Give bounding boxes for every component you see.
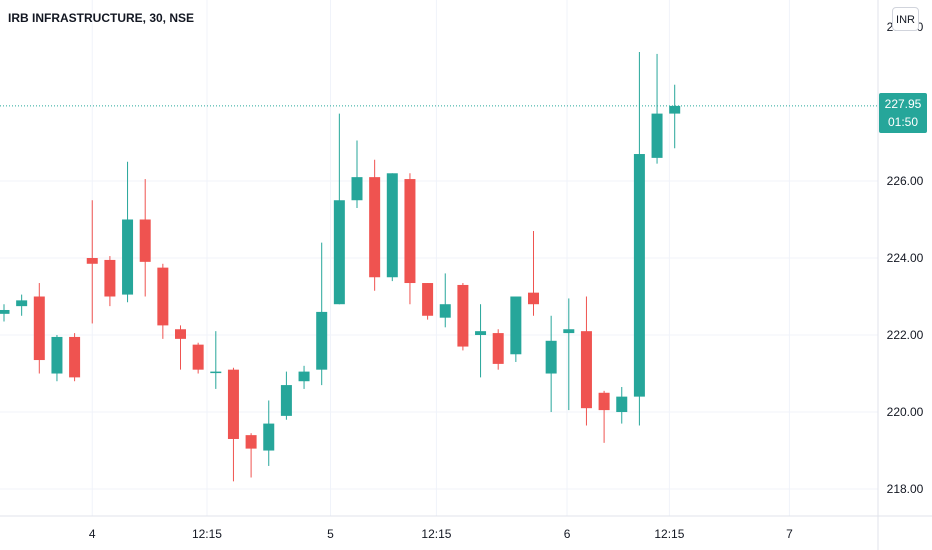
- candle-body: [33, 296, 45, 361]
- candle-body: [457, 284, 469, 347]
- candle-up: [386, 173, 398, 282]
- candle-down: [227, 367, 239, 482]
- candle-up: [563, 298, 575, 411]
- candle-body: [404, 179, 416, 284]
- chart-title: IRB INFRASTRUCTURE, 30, NSE: [8, 11, 195, 25]
- y-tick-label: 226.00: [887, 174, 924, 188]
- x-tick-label: 12:15: [421, 527, 451, 541]
- candles: [0, 51, 681, 482]
- candle-body: [139, 219, 151, 262]
- candle-down: [404, 173, 416, 305]
- time-axis[interactable]: 4 12:15 5 12:15 6 12:15 7: [0, 515, 932, 541]
- candle-body: [157, 267, 169, 326]
- candle-down: [33, 283, 45, 374]
- candle-body: [16, 300, 28, 307]
- candle-body: [386, 173, 398, 278]
- bar-countdown: 01:50: [887, 115, 919, 129]
- candle-body: [439, 304, 451, 318]
- candle-up: [545, 315, 557, 413]
- candle-body: [333, 200, 345, 305]
- candle-body: [122, 219, 134, 295]
- candle-down: [422, 283, 434, 320]
- candle-body: [86, 258, 98, 264]
- candle-down: [457, 283, 469, 351]
- candle-up: [16, 294, 28, 316]
- candle-body: [510, 296, 522, 355]
- candle-down: [492, 329, 504, 370]
- x-tick-label: 12:15: [654, 527, 684, 541]
- candle-up: [51, 335, 63, 382]
- candle-down: [175, 325, 186, 370]
- candle-body: [633, 154, 645, 397]
- candle-body: [651, 113, 663, 158]
- candle-up: [122, 161, 134, 303]
- y-tick-label: 218.00: [887, 482, 924, 496]
- candle-up: [280, 371, 292, 420]
- candle-up: [475, 304, 487, 378]
- candle-up: [351, 140, 363, 208]
- candle-up: [210, 331, 222, 389]
- y-tick-label: 222.00: [887, 328, 924, 342]
- x-tick-label: 4: [89, 527, 96, 541]
- x-tick-label: 7: [786, 527, 793, 541]
- candle-down: [69, 333, 81, 382]
- current-price-value: 227.95: [884, 97, 922, 111]
- candle-body: [0, 309, 10, 314]
- candle-body: [69, 336, 81, 378]
- y-tick-label: 224.00: [887, 251, 924, 265]
- candle-body: [528, 292, 539, 305]
- candle-down: [528, 231, 539, 316]
- candle-body: [227, 369, 239, 439]
- candle-down: [104, 256, 116, 307]
- candle-up: [439, 273, 451, 328]
- candle-body: [298, 371, 310, 382]
- candle-up: [316, 242, 328, 386]
- candle-down: [86, 200, 98, 324]
- candle-body: [669, 105, 681, 114]
- candle-body: [351, 177, 363, 201]
- candle-up: [263, 400, 275, 466]
- candle-up: [298, 365, 310, 389]
- x-tick-label: 6: [564, 527, 571, 541]
- candle-body: [280, 385, 292, 416]
- candle-down: [192, 342, 204, 374]
- current-price-label: 227.95 01:50: [879, 93, 927, 133]
- candle-body: [245, 435, 257, 449]
- candle-body: [475, 331, 487, 336]
- candle-up: [669, 84, 681, 149]
- candle-body: [104, 259, 116, 297]
- candle-down: [157, 263, 169, 339]
- candle-body: [616, 396, 628, 413]
- candle-body: [210, 371, 222, 374]
- candle-down: [245, 433, 257, 478]
- candle-body: [369, 177, 381, 278]
- candle-up: [510, 296, 522, 362]
- candle-down: [580, 296, 592, 426]
- candle-up: [633, 51, 645, 426]
- candle-body: [545, 340, 557, 374]
- candle-body: [598, 392, 610, 411]
- y-tick-label: 220.00: [887, 405, 924, 419]
- candle-up: [616, 387, 628, 424]
- x-tick-label: 12:15: [192, 527, 222, 541]
- candle-up: [333, 113, 345, 305]
- x-tick-label: 5: [327, 527, 334, 541]
- candle-up: [651, 53, 663, 164]
- candle-body: [192, 344, 204, 370]
- candle-body: [316, 311, 328, 370]
- candle-down: [139, 179, 151, 297]
- currency-button[interactable]: INR: [892, 7, 919, 31]
- candle-down: [369, 159, 381, 291]
- candle-body: [263, 423, 275, 451]
- candle-body: [563, 329, 575, 334]
- candle-body: [51, 336, 63, 374]
- candle-body: [580, 331, 592, 409]
- candle-body: [492, 333, 504, 364]
- candle-up: [0, 304, 10, 322]
- candle-body: [175, 329, 186, 339]
- candle-down: [598, 390, 610, 443]
- candle-body: [422, 283, 434, 316]
